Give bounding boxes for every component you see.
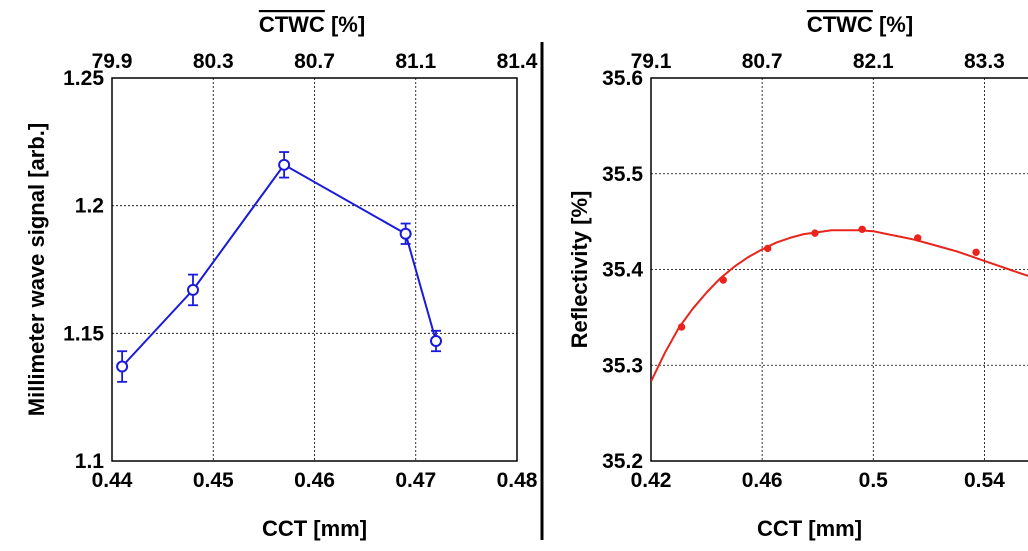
x-tick-label: 0.46 <box>294 469 335 492</box>
top-axis-label: CTWC [%] <box>259 12 365 37</box>
x-tick-label: 0.54 <box>964 469 1005 492</box>
x-tick-label: 0.44 <box>92 469 133 492</box>
top-x-tick-label: 80.7 <box>294 50 335 73</box>
top-axis-label-unit: [%] <box>325 12 365 37</box>
y-tick-label: 1.2 <box>75 195 104 218</box>
data-point <box>719 276 727 284</box>
data-point <box>430 334 442 347</box>
top-x-tick-label: 80.7 <box>742 50 783 73</box>
plot-frame <box>650 77 1028 462</box>
x-axis-label: CCT [mm] <box>757 516 862 541</box>
y-tick-label: 1.1 <box>75 450 105 473</box>
top-x-tick-label: 82.1 <box>853 50 894 73</box>
y-tick-label: 1.25 <box>63 67 104 90</box>
plot-area <box>116 151 442 383</box>
top-x-tick-label: 81.4 <box>497 50 538 73</box>
top-axis-label: CTWC [%] <box>807 12 913 37</box>
series-line <box>121 163 437 368</box>
x-axis-label: CCT [mm] <box>262 516 367 541</box>
top-x-tick-label: 80.3 <box>193 50 234 73</box>
top-x-tick-label: 83.3 <box>964 50 1005 73</box>
data-point <box>278 158 291 171</box>
data-point <box>116 360 129 373</box>
x-tick-label: 0.46 <box>742 469 783 492</box>
top-x-tick-label: 79.9 <box>92 50 133 73</box>
data-point <box>764 244 772 253</box>
data-point <box>858 225 866 233</box>
top-x-tick-label: 81.1 <box>395 50 436 73</box>
data-point <box>914 234 922 242</box>
x-tick-label: 0.48 <box>497 469 538 492</box>
data-point <box>187 283 199 296</box>
plot-area <box>651 225 1028 382</box>
y-tick-label: 35.6 <box>602 67 643 90</box>
data-point <box>811 229 819 237</box>
top-x-tick-label: 79.1 <box>631 50 672 73</box>
top-axis-label-symbol: CTWC <box>259 12 325 37</box>
x-tick-label: 0.42 <box>631 469 672 492</box>
x-tick-label: 0.47 <box>395 469 436 492</box>
chart-2: 0.42 0.46 0.5 0.54 79.1 80.7 82.1 83.3 35.2 35.3 3… <box>567 12 1028 541</box>
plot-frame <box>111 77 518 462</box>
y-axis-label: Reflectivity [%] <box>567 191 592 349</box>
y-tick-label: 35.5 <box>602 163 643 186</box>
top-axis-label-symbol: CTWC <box>807 12 873 37</box>
series-curve <box>651 229 1028 382</box>
y-tick-label: 1.15 <box>63 322 104 345</box>
y-tick-label: 35.4 <box>602 259 643 282</box>
y-axis-label: Millimeter wave signal [arb.] <box>24 123 49 416</box>
data-point <box>399 227 412 240</box>
data-point <box>677 323 686 331</box>
x-tick-label: 0.5 <box>859 469 889 492</box>
chart-1: 0.44 0.45 0.46 0.47 0.48 79.9 80.3 80.7 81.1 81.4… <box>24 12 538 541</box>
y-tick-label: 35.3 <box>602 354 643 377</box>
x-tick-label: 0.45 <box>193 469 234 492</box>
top-axis-label-unit: [%] <box>873 12 913 37</box>
data-point <box>972 248 980 256</box>
y-tick-label: 35.2 <box>602 450 643 473</box>
